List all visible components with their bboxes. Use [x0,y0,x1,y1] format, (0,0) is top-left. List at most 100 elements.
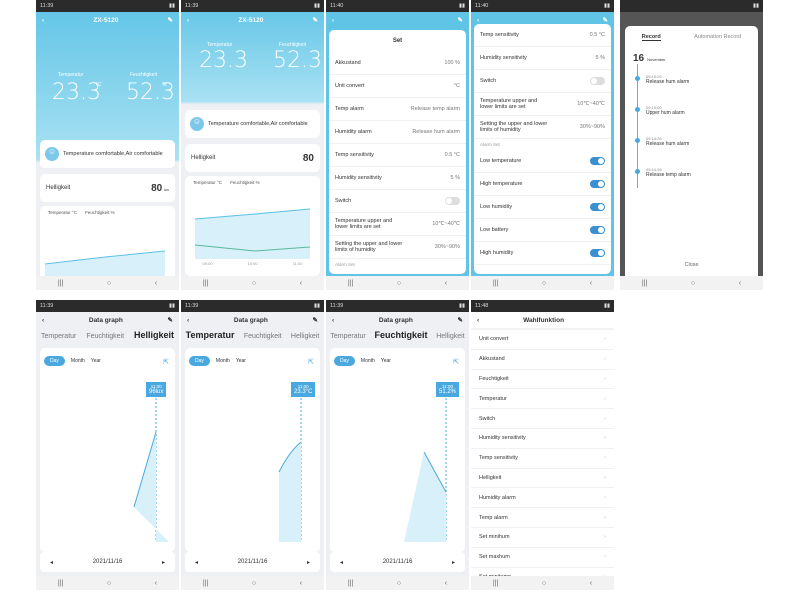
record-item: 09:15:29 Release hum alarm [635,64,758,95]
tab-feuchtigkeit[interactable]: Feuchtigkeit [243,333,282,340]
share-icon[interactable]: ⇱ [163,359,169,366]
set-row[interactable]: Unit convert °C [329,75,466,98]
wahl-item[interactable]: Set minihum › [471,527,614,548]
nav-bar-icons[interactable]: ||| ○ ‹ [326,276,469,290]
tab-temperatur[interactable]: Temperatur [330,333,366,340]
tab-feuchtigkeit[interactable]: Feuchtigkeit [86,333,125,340]
next-date-icon[interactable]: ▸ [451,559,455,566]
period-day[interactable]: Day [189,356,210,366]
edit-icon[interactable]: ✎ [167,17,173,24]
prev-date-icon[interactable]: ◂ [195,559,199,566]
nav-bar-icons[interactable]: ||| ○ ‹ [36,276,179,290]
switch-toggle[interactable] [445,197,460,205]
edit-icon[interactable]: ✎ [312,317,318,324]
back-icon[interactable]: ‹ [42,16,45,24]
graph-title: Data graph [233,316,268,324]
nav-bar-icons[interactable]: ||| ○ ‹ [620,276,763,290]
period-month[interactable]: Month [360,358,375,364]
phone-set: 11:40 ▮▮ ‹ ✎ Set Akkustand 100 % Unit conver… [326,0,469,290]
prev-date-icon[interactable]: ◂ [50,559,54,566]
tab-temperatur[interactable]: Temperatur [185,330,235,340]
nav-bar-icons[interactable]: ||| ○ ‹ [36,576,179,590]
set-row[interactable]: Temp sensitivity 0.5 °C [329,144,466,167]
period-day[interactable]: Day [334,356,355,366]
edit-icon[interactable]: ✎ [167,317,173,324]
edit-icon[interactable]: ✎ [602,17,608,24]
nav-bar-icons[interactable]: ||| ○ ‹ [181,276,324,290]
alarm-toggle[interactable] [590,249,605,257]
comfort-card: ☺ Temperature comfortable,Air comfortable [40,140,175,168]
wahl-item[interactable]: Helligkeit › [471,468,614,489]
edit-icon[interactable]: ✎ [457,317,463,324]
back-icon[interactable]: ‹ [477,16,480,24]
wahl-item[interactable]: Temp sensitivity › [471,448,614,469]
back-icon[interactable]: ‹ [187,316,190,324]
switch-toggle[interactable] [590,77,605,85]
back-icon[interactable]: ‹ [477,316,480,324]
set-row[interactable]: Humidity alarm Release hum alarm [329,121,466,144]
back-icon[interactable]: ‹ [187,16,190,24]
wahl-item[interactable]: Unit convert › [471,330,614,350]
period-year[interactable]: Year [90,358,101,364]
alarm-row: High temperature [474,173,611,196]
next-date-icon[interactable]: ▸ [161,559,165,566]
period-year[interactable]: Year [235,358,246,364]
tab-helligkeit[interactable]: Helligkeit [290,333,320,340]
tab-automation-record[interactable]: Automation Record [694,34,742,40]
tooltip-time: 11:00 [150,384,162,389]
chevron-right-icon: › [604,494,606,501]
alarm-toggle[interactable] [590,157,605,165]
period-month[interactable]: Month [215,358,230,364]
edit-icon[interactable]: ✎ [457,17,463,24]
period-year[interactable]: Year [380,358,391,364]
wahl-item[interactable]: Akkustand › [471,349,614,370]
set-row[interactable]: Setting the upper and lower limits of hu… [474,116,611,139]
nav-bar-icons[interactable]: ||| ○ ‹ [326,576,469,590]
tab-helligkeit[interactable]: Helligkeit [436,333,465,340]
tab-record[interactable]: Record [641,34,661,41]
set-row[interactable]: Humidity sensitivity 5 % [474,47,611,70]
nav-bar-icons[interactable]: ||| ○ ‹ [471,576,614,590]
set-row-label: Humidity sensitivity [335,175,382,181]
set-row[interactable]: Temp alarm Release temp alarm [329,98,466,121]
period-day[interactable]: Day [44,356,65,366]
alarm-toggle[interactable] [590,203,605,211]
wahl-item[interactable]: Set maxhum › [471,547,614,568]
set-row[interactable]: Akkustand 100 % [329,52,466,75]
wahl-item[interactable]: Temp alarm › [471,508,614,528]
share-icon[interactable]: ⇱ [308,359,314,366]
set-row[interactable]: Temperature upper and lower limits are s… [474,93,611,116]
tick: 09:00 [202,261,213,266]
set-row[interactable]: Switch [329,190,466,213]
tab-temperatur[interactable]: Temperatur [40,333,77,340]
back-icon[interactable]: ‹ [332,316,335,324]
set-row[interactable]: Setting the upper and lower limits of hu… [329,236,466,259]
wahl-item[interactable]: Temperatur › [471,389,614,410]
alarm-list: Low temperature High temperature Low humid… [474,150,611,265]
wahl-item[interactable]: Feuchtigkeit › [471,369,614,390]
next-date-icon[interactable]: ▸ [306,559,310,566]
back-icon[interactable]: ‹ [332,16,335,24]
status-bar: 11:48 ▮▮ [471,300,614,312]
set-row[interactable]: Temp sensitivity 0.5 °C [474,24,611,47]
nav-bar-icons[interactable]: ||| ○ ‹ [471,276,614,290]
share-icon[interactable]: ⇱ [453,359,459,366]
tab-feuchtigkeit[interactable]: Feuchtigkeit [374,330,428,340]
edit-icon[interactable]: ✎ [312,17,318,24]
set-row[interactable]: Temperature upper and lower limits are s… [329,213,466,236]
set-row[interactable]: Switch [474,70,611,93]
prev-date-icon[interactable]: ◂ [340,559,344,566]
alarm-toggle[interactable] [590,226,605,234]
wahl-item[interactable]: Switch › [471,409,614,429]
close-button[interactable]: Close [625,254,758,276]
set-row[interactable]: Humidity sensitivity 5 % [329,167,466,190]
back-icon[interactable]: ‹ [42,316,45,324]
alarm-toggle[interactable] [590,180,605,188]
tab-helligkeit[interactable]: Helligkeit [134,330,175,340]
wahl-item[interactable]: Humidity alarm › [471,488,614,509]
nav-bar-icons[interactable]: ||| ○ ‹ [181,576,324,590]
chevron-right-icon: › [604,534,606,541]
period-month[interactable]: Month [70,358,85,364]
wahl-item[interactable]: Humidity sensitivity › [471,428,614,449]
timeline-dot-icon [635,107,640,112]
